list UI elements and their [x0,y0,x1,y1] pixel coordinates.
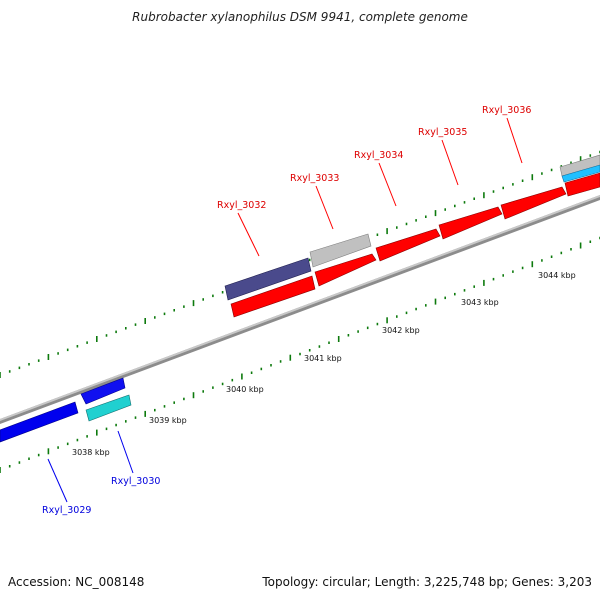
map-title: Rubrobacter xylanophilus DSM 9941, compl… [132,10,468,24]
label-rxyl-3036: Rxyl_3036 [482,105,531,116]
rna-gene-cyan[interactable] [85,394,132,422]
gene-rxyl-3033[interactable] [314,253,377,287]
label-rxyl-3035: Rxyl_3035 [418,127,467,138]
leader-rxyl-3033 [315,185,334,230]
genome-summary: Topology: circular; Length: 3,225,748 bp… [262,575,592,589]
gene-rxyl-3035[interactable] [438,206,503,240]
gene-red-edge[interactable] [564,172,600,197]
leader-rxyl-3036 [506,117,523,164]
genome-backbone-highlight [0,195,600,421]
gene-red-1[interactable] [230,275,316,318]
kbp-label-3043: 3043 kbp [461,298,499,307]
label-rxyl-3033: Rxyl_3033 [290,173,339,184]
leader-rxyl-3030 [117,430,134,474]
kbp-label-3039: 3039 kbp [149,416,187,425]
leader-rxyl-3035 [441,139,459,186]
rna-cyan-edge[interactable] [561,164,600,183]
cds-gray[interactable] [309,233,372,268]
gene-rxyl-3029[interactable] [0,401,79,443]
label-rxyl-3034: Rxyl_3034 [354,150,403,161]
kbp-label-3040: 3040 kbp [226,385,264,394]
cds-navy[interactable] [224,257,312,301]
cds-gray-edge[interactable] [559,154,600,177]
label-rxyl-3032: Rxyl_3032 [217,200,266,211]
kbp-label-3044: 3044 kbp [538,271,576,280]
kbp-label-3042: 3042 kbp [382,326,420,335]
gene-rxyl-3030[interactable] [80,377,126,405]
leader-rxyl-3032 [237,212,260,257]
kbp-label-3041: 3041 kbp [304,354,342,363]
leader-rxyl-3029 [47,458,68,503]
gene-rxyl-3034[interactable] [375,228,441,262]
kbp-label-3038: 3038 kbp [72,448,110,457]
leader-rxyl-3034 [378,162,397,207]
gene-rxyl-3036[interactable] [500,186,567,220]
accession-label: Accession: NC_008148 [8,575,145,589]
label-rxyl-3029: Rxyl_3029 [42,505,91,516]
label-rxyl-3030: Rxyl_3030 [111,476,160,487]
